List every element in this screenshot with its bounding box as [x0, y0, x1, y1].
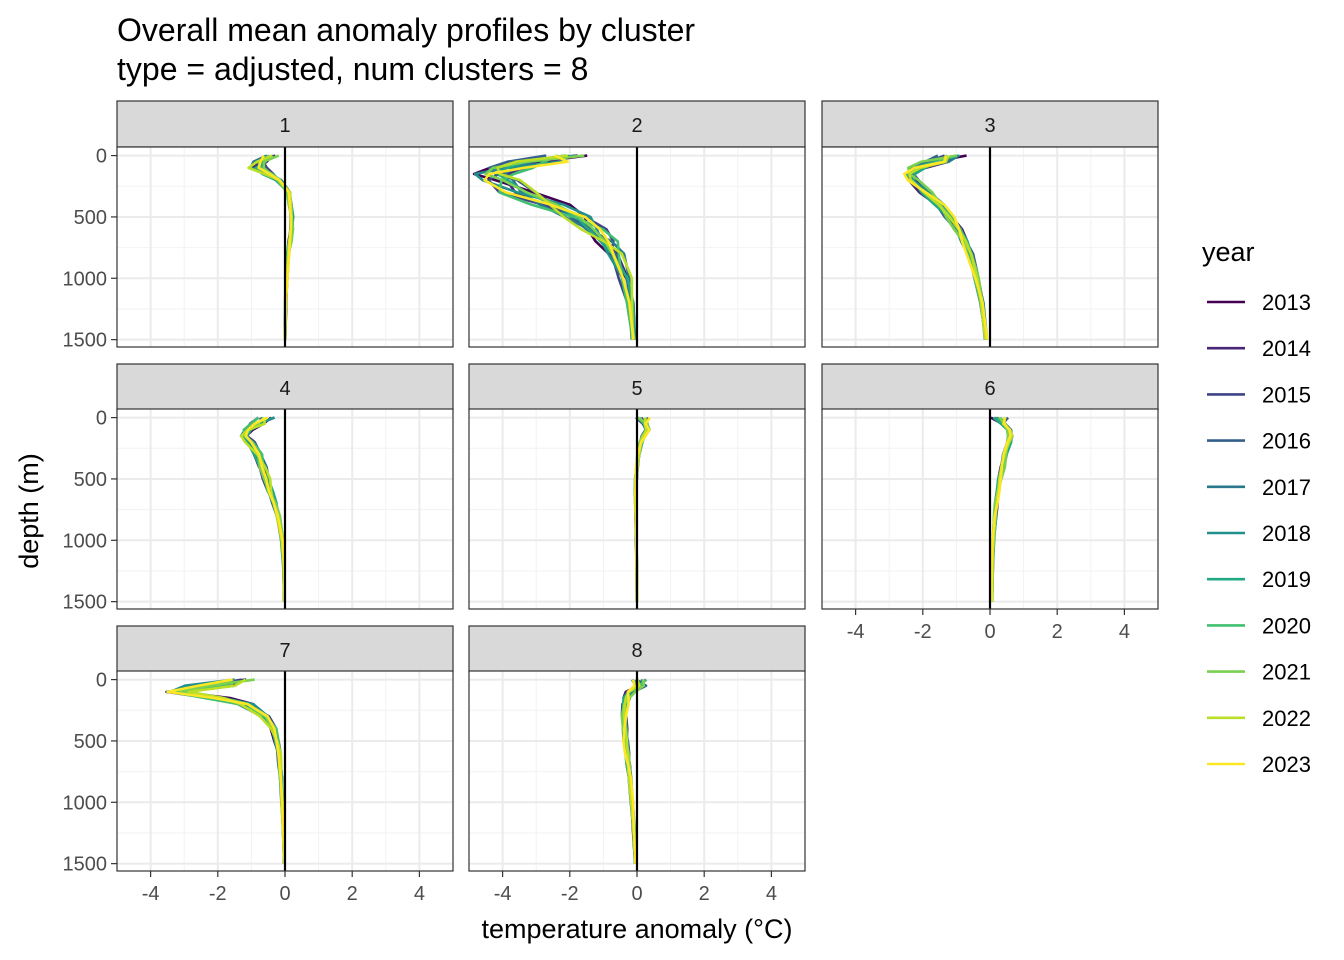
legend: year 2013 2014 2015 2016 2017 2018 2019 2020 202… [1202, 237, 1311, 777]
x-tick-label: 2 [1052, 621, 1063, 643]
chart-title: Overall mean anomaly profiles by cluster [117, 12, 695, 48]
legend-label: 2017 [1262, 475, 1311, 500]
y-tick-label: 1500 [63, 592, 108, 614]
panel-border [468, 146, 806, 348]
legend-entry-2019: 2019 [1207, 567, 1311, 592]
profile-line-2023 [483, 154, 635, 340]
profile-line-2022 [496, 154, 634, 340]
legend-entry-2015: 2015 [1207, 382, 1311, 407]
legend-entry-2022: 2022 [1207, 706, 1311, 731]
x-tick-label: 0 [631, 883, 642, 905]
panel-border [116, 408, 454, 610]
facet-strip [821, 363, 1159, 411]
x-tick-label: 2 [347, 883, 358, 905]
legend-label: 2021 [1262, 660, 1311, 685]
x-tick-label: 2 [699, 883, 710, 905]
y-tick-label: 1500 [63, 854, 108, 876]
facet-panel-3: 3 [821, 100, 1159, 348]
y-tick-label: 0 [96, 670, 107, 692]
x-tick-label: -4 [494, 883, 512, 905]
x-tick-label: 4 [414, 883, 425, 905]
profile-line-2023 [902, 155, 989, 340]
facet-strip-label: 8 [631, 640, 642, 662]
facet-strip [468, 625, 806, 673]
profile-line-2023 [257, 155, 293, 340]
y-tick-label: 0 [96, 146, 107, 168]
y-tick-label: 1000 [63, 268, 108, 290]
y-tick-label: 500 [74, 207, 107, 229]
x-tick-label: -4 [142, 883, 160, 905]
facet-panel-4: 4 0 500 1000 1500 [63, 363, 454, 614]
y-tick-label: 1000 [63, 530, 108, 552]
legend-label: 2018 [1262, 521, 1311, 546]
facet-strip-label: 6 [984, 378, 995, 400]
y-tick-label: 1500 [63, 330, 108, 352]
legend-label: 2013 [1262, 290, 1311, 315]
x-tick-label: -2 [561, 883, 579, 905]
legend-entry-2021: 2021 [1207, 660, 1311, 685]
facet-strip-label: 3 [984, 115, 995, 137]
facet-strip-label: 4 [279, 378, 290, 400]
facet-panel-6: 6 -4 -2 0 2 4 [821, 363, 1159, 643]
y-tick-label: 1000 [63, 792, 108, 814]
facet-strip [468, 363, 806, 411]
x-tick-label: 4 [1119, 621, 1130, 643]
y-tick-label: 500 [74, 469, 107, 491]
profile-line-2023 [990, 417, 1012, 602]
x-tick-label: -4 [847, 621, 865, 643]
legend-label: 2014 [1262, 336, 1311, 361]
legend-entry-2016: 2016 [1207, 429, 1311, 454]
facet-strip [116, 100, 454, 148]
panel-border [468, 408, 806, 610]
legend-entry-2020: 2020 [1207, 613, 1311, 638]
legend-label: 2019 [1262, 567, 1311, 592]
x-tick-label: -2 [209, 883, 227, 905]
facet-strip-label: 7 [279, 640, 290, 662]
x-tick-label: 0 [279, 883, 290, 905]
legend-label: 2016 [1262, 429, 1311, 454]
y-axis-label: depth (m) [14, 453, 44, 569]
legend-label: 2023 [1262, 752, 1311, 777]
x-tick-label: 4 [766, 883, 777, 905]
legend-entry-2014: 2014 [1207, 336, 1311, 361]
legend-entry-2017: 2017 [1207, 475, 1311, 500]
legend-label: 2022 [1262, 706, 1311, 731]
profile-line-2022 [908, 155, 987, 340]
profile-line-2023 [622, 679, 637, 864]
facet-panels: 1 0 500 1000 1500 2 3 4 0 500 1000 1500 5 6 -4 -2 0 2 4 7 0 5… [63, 100, 1159, 905]
facet-strip-label: 2 [631, 115, 642, 137]
facet-panel-7: 7 0 500 1000 1500 -4 -2 0 2 4 [63, 625, 454, 905]
facet-strip [116, 625, 454, 673]
y-tick-label: 0 [96, 408, 107, 430]
facet-strip-label: 1 [279, 115, 290, 137]
legend-title: year [1202, 237, 1255, 267]
facet-panel-5: 5 [468, 363, 806, 610]
profile-line-2023 [244, 416, 286, 602]
legend-entry-2018: 2018 [1207, 521, 1311, 546]
facet-strip-label: 5 [631, 378, 642, 400]
y-tick-label: 500 [74, 731, 107, 753]
legend-entry-2013: 2013 [1207, 290, 1311, 315]
facet-strip [116, 363, 454, 411]
x-tick-label: 0 [984, 621, 995, 643]
legend-label: 2015 [1262, 382, 1311, 407]
profile-line-2023 [166, 678, 286, 864]
facet-panel-2: 2 [468, 100, 806, 348]
legend-entry-2023: 2023 [1207, 752, 1311, 777]
legend-label: 2020 [1262, 613, 1311, 638]
facet-strip [821, 100, 1159, 148]
facet-panel-8: 8 -4 -2 0 2 4 [468, 625, 806, 905]
chart-subtitle: type = adjusted, num clusters = 8 [117, 51, 588, 87]
x-axis-label: temperature anomaly (°C) [482, 914, 793, 944]
x-tick-label: -2 [914, 621, 932, 643]
panel-border [821, 146, 1159, 348]
facet-strip [468, 100, 806, 148]
panel-border [116, 146, 454, 348]
facet-panel-1: 1 0 500 1000 1500 [63, 100, 454, 352]
